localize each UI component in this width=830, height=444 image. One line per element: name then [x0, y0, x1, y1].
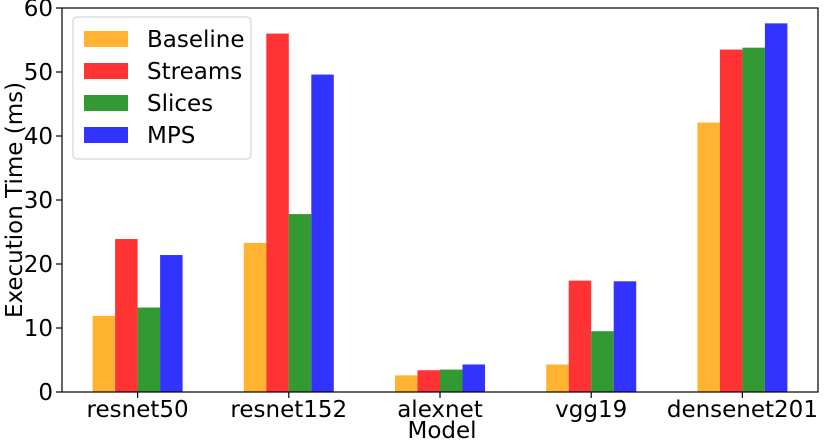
x-tick-label: resnet152 — [230, 397, 347, 423]
bar-mps-resnet152 — [311, 74, 334, 392]
legend-swatch-mps — [84, 127, 128, 143]
legend-label-slices: Slices — [147, 91, 213, 117]
legend: Baseline Streams Slices MPS — [72, 16, 252, 160]
x-tick-label: vgg19 — [555, 397, 627, 423]
x-tick-label: densenet201 — [667, 397, 818, 423]
bar-mps-vgg19 — [613, 281, 637, 392]
legend-swatch-baseline — [84, 31, 128, 47]
bar-slices-resnet152 — [288, 214, 312, 392]
x-axis: resnet50 resnet152 alexnet vgg19 densenet201 — [87, 392, 818, 423]
legend-label-streams: Streams — [147, 59, 242, 85]
bar-baseline-alexnet — [395, 375, 418, 392]
bar-streams-densenet201 — [719, 49, 743, 392]
y-axis-label: Execution Time (ms) — [2, 82, 28, 318]
bar-baseline-densenet201 — [697, 122, 720, 392]
legend-label-baseline: Baseline — [147, 27, 245, 53]
x-tick-label: resnet50 — [87, 397, 189, 423]
bar-slices-vgg19 — [591, 331, 614, 392]
legend-label-mps: MPS — [147, 123, 195, 149]
x-axis-label: Model — [407, 418, 476, 444]
y-tick-label: 60 — [24, 0, 53, 22]
bars-group — [92, 23, 788, 393]
legend-box — [72, 16, 252, 160]
y-tick-label: 40 — [24, 124, 53, 150]
legend-swatch-slices — [84, 95, 128, 111]
bar-baseline-resnet50 — [92, 315, 116, 392]
bar-streams-alexnet — [417, 370, 440, 392]
y-tick-label: 0 — [38, 380, 53, 406]
x-tick-label: alexnet — [397, 397, 483, 423]
bar-streams-vgg19 — [568, 280, 592, 392]
bar-streams-resnet152 — [266, 33, 289, 392]
bar-slices-resnet50 — [137, 307, 161, 392]
bar-baseline-resnet152 — [243, 242, 267, 392]
bar-mps-resnet50 — [160, 255, 183, 392]
bar-streams-resnet50 — [115, 239, 138, 392]
y-axis: 0 10 20 30 40 50 60 — [24, 0, 62, 406]
bar-baseline-vgg19 — [546, 364, 569, 392]
y-tick-label: 30 — [24, 188, 53, 214]
legend-swatch-streams — [84, 63, 128, 79]
bar-mps-densenet201 — [764, 23, 788, 393]
y-tick-label: 20 — [24, 252, 53, 278]
plot-frame — [61, 7, 819, 393]
bar-mps-alexnet — [462, 364, 485, 392]
y-tick-label: 50 — [24, 60, 53, 86]
bar-slices-densenet201 — [742, 47, 765, 393]
y-tick-label: 10 — [24, 316, 53, 342]
bar-slices-alexnet — [440, 369, 463, 392]
